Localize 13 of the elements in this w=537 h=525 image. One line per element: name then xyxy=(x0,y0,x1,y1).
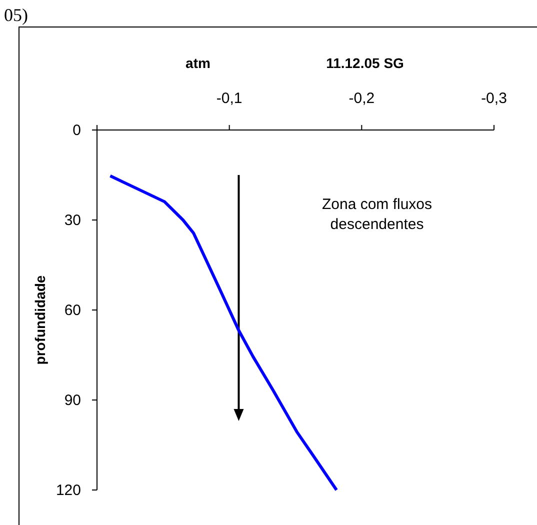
y-tick-label: 30 xyxy=(64,212,81,229)
x-tick-label: -0,3 xyxy=(481,90,507,107)
x-tick-label: -0,2 xyxy=(348,90,375,107)
annotation: Zona com fluxos descendentes xyxy=(322,196,432,233)
y-tick-label: 60 xyxy=(64,302,81,319)
y-tick-label: 90 xyxy=(64,392,81,409)
y-tick-label: 0 xyxy=(72,122,81,139)
x-tick-label: -0,1 xyxy=(216,90,242,107)
chart-title: 11.12.05 SG xyxy=(326,55,404,71)
text: 05) xyxy=(4,5,28,25)
y-tick-label: 120 xyxy=(56,482,81,499)
y-axis-title: profundidade xyxy=(32,275,48,365)
x-axis-title: atm xyxy=(186,55,210,71)
